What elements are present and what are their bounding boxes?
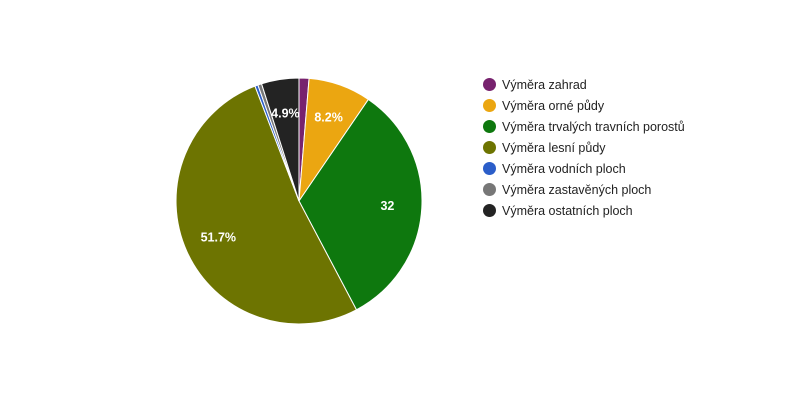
legend-label: Výměra trvalých travních porostů xyxy=(502,119,685,134)
legend-label: Výměra zahrad xyxy=(502,77,587,92)
legend-marker-icon xyxy=(483,120,496,133)
legend-item[interactable]: Výměra lesní půdy xyxy=(483,137,685,158)
slice-label: 4.9% xyxy=(271,107,300,121)
legend-item[interactable]: Výměra orné půdy xyxy=(483,95,685,116)
legend-marker-icon xyxy=(483,204,496,217)
legend-item[interactable]: Výměra zahrad xyxy=(483,74,685,95)
legend: Výměra zahrad Výměra orné půdy Výměra trva… xyxy=(483,74,685,221)
legend-item[interactable]: Výměra zastavěných ploch xyxy=(483,179,685,200)
legend-marker-icon xyxy=(483,162,496,175)
pie-slice[interactable] xyxy=(298,98,423,311)
legend-label: Výměra zastavěných ploch xyxy=(502,182,652,197)
legend-marker-icon xyxy=(483,183,496,196)
legend-label: Výměra ostatních ploch xyxy=(502,203,633,218)
legend-label: Výměra orné půdy xyxy=(502,98,605,113)
slice-label: 8.2% xyxy=(314,111,343,125)
slice-label: 32 xyxy=(380,199,394,213)
legend-marker-icon xyxy=(483,78,496,91)
slice-label: 51.7% xyxy=(201,231,236,245)
pie-slice[interactable] xyxy=(260,77,300,202)
legend-item[interactable]: Výměra ostatních ploch xyxy=(483,200,685,221)
legend-label: Výměra vodních ploch xyxy=(502,161,626,176)
legend-item[interactable]: Výměra vodních ploch xyxy=(483,158,685,179)
legend-marker-icon xyxy=(483,99,496,112)
legend-label: Výměra lesní půdy xyxy=(502,140,606,155)
legend-marker-icon xyxy=(483,141,496,154)
pie-slice[interactable] xyxy=(175,85,358,325)
legend-item[interactable]: Výměra trvalých travních porostů xyxy=(483,116,685,137)
